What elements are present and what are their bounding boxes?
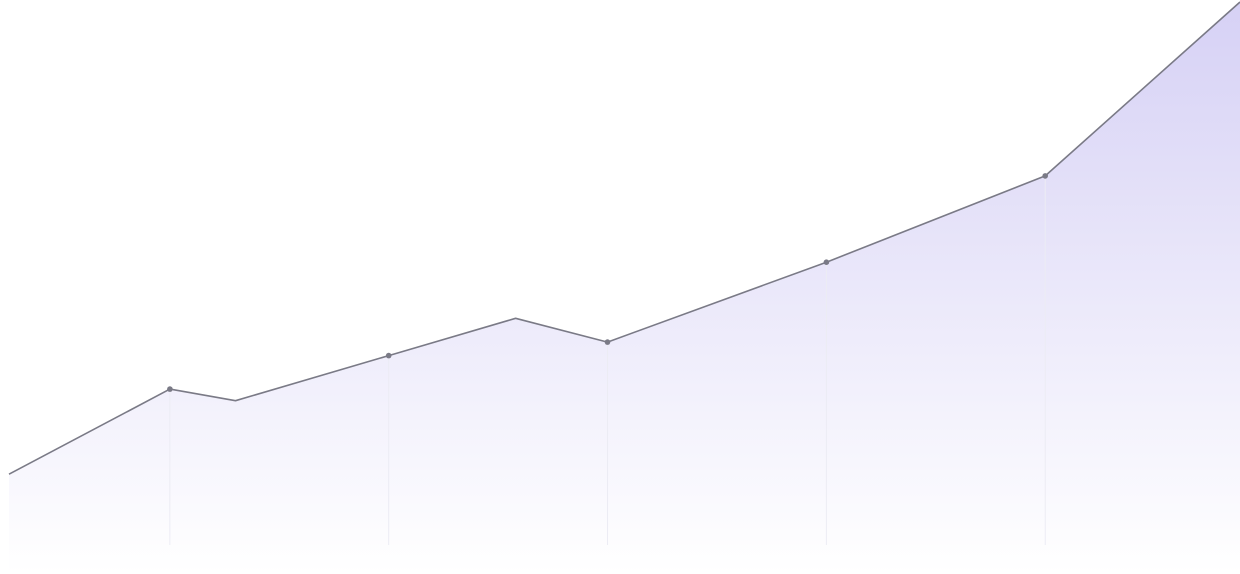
series-line [8,1,1240,475]
data-point-5 [1042,173,1048,179]
data-point-3 [604,339,611,345]
series-area [9,2,1240,574]
data-point-4 [823,259,830,266]
drop-lines [169,175,1046,545]
data-point-1 [167,386,173,392]
area-layer [9,2,1240,574]
series-line-layer [8,1,1240,475]
markers [167,173,1048,392]
data-point-2 [385,352,392,359]
